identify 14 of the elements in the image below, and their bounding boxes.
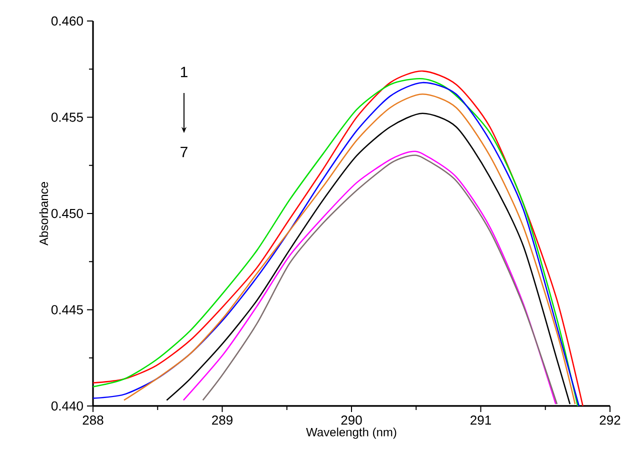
y-tick-label: 0.445: [51, 305, 83, 314]
y-tick-label: 0.460: [51, 16, 83, 26]
y-tick-label: 0.450: [51, 208, 83, 218]
x-tick-label: 292: [600, 416, 620, 425]
annotation: 1: [180, 66, 188, 78]
annotation: 7: [180, 146, 188, 158]
x-tick-label: 289: [212, 416, 232, 425]
y-axis-title: Absorbance: [39, 182, 48, 246]
x-tick-label: 290: [341, 416, 362, 425]
x-tick-label: 291: [470, 416, 491, 425]
y-tick-label: 0.455: [51, 112, 83, 122]
x-tick-label: 288: [82, 416, 104, 425]
x-axis-title: Wavelength (nm): [306, 428, 396, 439]
y-tick-label: 0.440: [51, 401, 83, 411]
